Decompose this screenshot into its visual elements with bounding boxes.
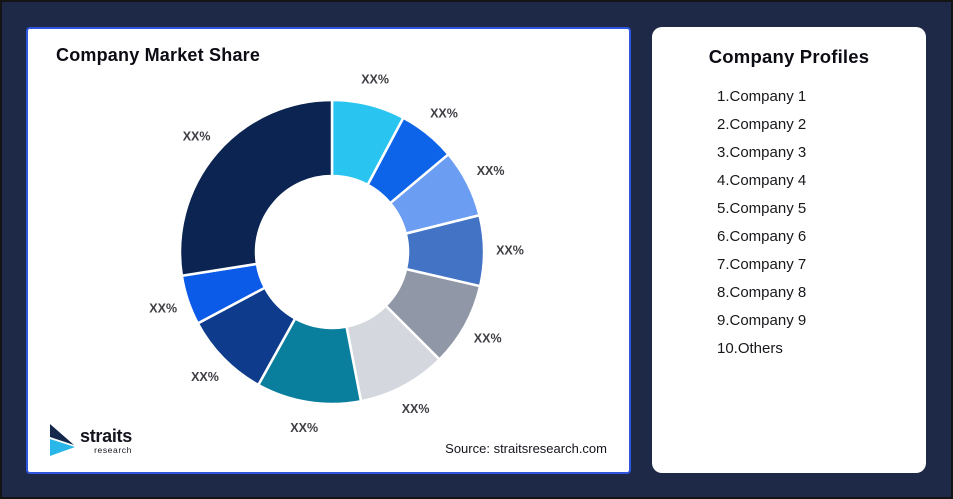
slice-label: XX%	[474, 331, 502, 345]
straits-logo-icon	[50, 424, 75, 456]
list-item: 4.Company 4	[717, 172, 807, 189]
slice-label: XX%	[183, 129, 211, 143]
slice-label: XX%	[430, 107, 458, 121]
list-item: 2.Company 2	[717, 116, 807, 133]
source-attribution: Source: straitsresearch.com	[445, 441, 607, 456]
slice-label: XX%	[290, 421, 318, 435]
company-list: 1.Company 1 2.Company 2 3.Company 3 4.Co…	[717, 89, 926, 356]
slice-label: XX%	[477, 164, 505, 178]
slice-label: XX%	[191, 370, 219, 384]
company-profiles-card: Company Profiles 1.Company 1 2.Company 2…	[652, 27, 926, 473]
slice-label: XX%	[149, 302, 177, 316]
list-item: 1.Company 1	[717, 88, 807, 105]
list-item: 7.Company 7	[717, 256, 807, 273]
profiles-title: Company Profiles	[708, 46, 870, 67]
list-item: 8.Company 8	[717, 284, 807, 301]
slice-label: XX%	[496, 243, 524, 257]
donut-chart: XX% XX% XX% XX% XX% XX% XX% XX% XX% XX%	[149, 72, 524, 435]
logo-brand-text: straits	[80, 426, 132, 446]
slice-label: XX%	[361, 72, 389, 86]
list-item: 6.Company 6	[717, 228, 807, 245]
straits-research-logo: straits research	[50, 423, 132, 456]
list-item: 10.Others	[717, 340, 783, 357]
list-item: 5.Company 5	[717, 200, 807, 217]
list-item: 9.Company 9	[717, 312, 807, 329]
logo-sub-text: research	[94, 445, 132, 455]
donut-segment	[178, 98, 334, 278]
market-share-card: Company Market Share XX% XX% XX% XX% XX% XX% X…	[26, 27, 631, 474]
slice-label: XX%	[402, 402, 430, 416]
list-item: 3.Company 3	[717, 144, 807, 161]
chart-title: Company Market Share	[56, 45, 261, 65]
